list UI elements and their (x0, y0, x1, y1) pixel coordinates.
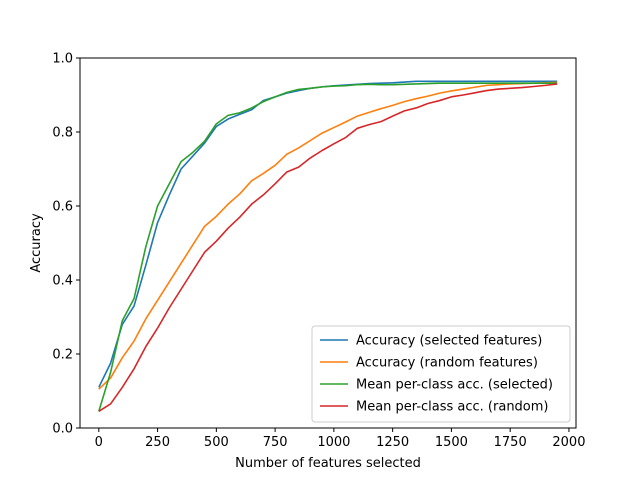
y-tick-label: 0.6 (52, 200, 73, 215)
y-axis-label: Accuracy (29, 213, 44, 273)
y-tick-label: 0.0 (52, 422, 73, 437)
x-tick-label: 500 (204, 435, 229, 450)
y-tick-label: 1.0 (52, 52, 73, 67)
legend-box (311, 325, 571, 423)
plot-frame (79, 57, 577, 429)
series-layer (98, 80, 558, 413)
x-axis: 0 250 500 750 1000 1250 1500 1750 2000 (95, 428, 585, 450)
legend-entry: Accuracy (selected features) (356, 334, 542, 349)
x-tick-label: 1000 (317, 435, 350, 450)
legend: Accuracy (selected features) Accuracy (ra… (311, 325, 571, 423)
series-line-2 (98, 81, 558, 390)
x-tick-label: 0 (95, 435, 103, 450)
y-tick-label: 0.8 (52, 126, 73, 141)
x-tick-label: 1250 (376, 435, 409, 450)
y-axis: 0.0 0.2 0.4 0.6 0.8 1.0 (52, 52, 80, 437)
x-axis-label: Number of features selected (235, 456, 421, 471)
x-tick-label: 1750 (494, 435, 527, 450)
x-tick-label: 2000 (552, 435, 585, 450)
series-line-4 (98, 83, 558, 413)
y-tick-label: 0.2 (52, 348, 73, 363)
legend-entry: Accuracy (random features) (356, 356, 538, 371)
series-line-3 (98, 82, 558, 412)
x-tick-label: 1500 (435, 435, 468, 450)
legend-entry: Mean per-class acc. (selected) (356, 378, 553, 393)
y-tick-label: 0.4 (52, 274, 73, 289)
x-tick-label: 750 (263, 435, 288, 450)
x-tick-label: 250 (145, 435, 170, 450)
legend-entry: Mean per-class acc. (random) (356, 400, 549, 415)
